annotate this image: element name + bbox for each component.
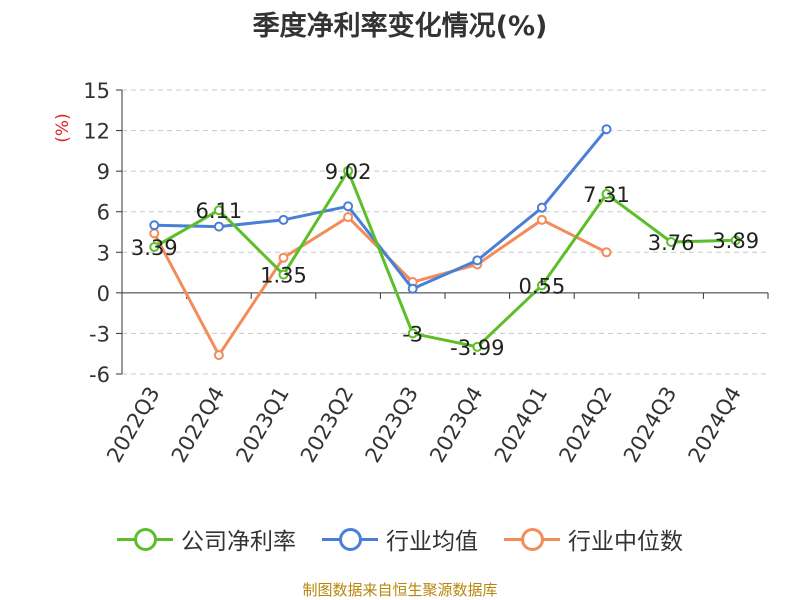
data-label: 0.55 [519,274,566,298]
series-lines [149,124,741,361]
y-tick-label: 9 [97,160,110,184]
x-tick-label: 2022Q4 [167,383,229,467]
data-label: -3 [402,322,423,346]
series-line [154,128,608,291]
data-point [278,252,289,263]
data-label: 6.11 [196,199,243,223]
data-label: 3.89 [712,229,759,253]
legend-swatch [117,525,173,553]
data-point [213,350,224,361]
data-point [213,205,224,216]
x-tick-label: 2024Q2 [554,383,616,467]
x-tick-label: 2024Q4 [684,383,746,467]
data-label: 3.39 [131,236,178,260]
chart-title: 季度净利率变化情况(%) [252,11,548,42]
data-point [343,212,354,223]
legend-item: 行业均值 [322,522,478,556]
legend-item: 行业中位数 [504,522,683,556]
data-point [601,124,612,135]
y-axis-label: (%) [53,113,73,142]
data-point [278,269,289,280]
data-label: 3.76 [648,231,695,255]
x-tick-label: 2024Q1 [490,383,552,467]
x-tick-label: 2024Q3 [619,383,681,467]
data-point [472,255,483,266]
data-point [472,341,483,352]
y-tick-label: 3 [97,241,110,265]
data-point [536,214,547,225]
data-point [601,188,612,199]
data-label: 1.35 [260,264,307,288]
data-point [666,237,677,248]
data-point [407,328,418,339]
x-tick-label: 2023Q4 [425,383,487,467]
legend-label: 行业中位数 [568,529,683,555]
legend-label: 行业均值 [386,529,478,555]
legend-label: 公司净利率 [181,529,296,555]
data-point [536,280,547,291]
source-note: 制图数据来自恒生聚源数据库 [302,581,498,599]
y-tick-label: 0 [97,282,110,306]
legend-swatch [322,525,378,553]
data-point [149,242,160,253]
legend-swatch [504,525,560,553]
data-label: -3.99 [450,336,504,360]
data-point [343,201,354,212]
data-point [149,220,160,231]
y-tick-label: 15 [83,79,110,103]
data-point [536,202,547,213]
data-point [213,221,224,232]
x-tick-label: 2022Q3 [102,383,164,467]
data-label: 9.02 [325,160,372,184]
series-line [153,169,736,349]
x-tick-label: 2023Q2 [296,383,358,467]
x-tick-label: 2023Q1 [231,383,293,467]
y-tick-label: 6 [97,201,110,225]
data-point [730,235,741,246]
data-point [343,165,354,176]
y-tick-label: -3 [89,322,110,346]
x-tick-label: 2023Q3 [361,383,423,467]
legend-item: 公司净利率 [117,522,296,556]
data-point [601,247,612,258]
data-labels: 3.39 6.11 1.35 9.02 -3 -3.99 0.55 7.31 3.76 3.89 [131,160,759,360]
data-point [407,283,418,294]
legend: 公司净利率 行业均值 行业中位数 [0,522,800,556]
y-tick-label: -6 [89,363,110,387]
data-label: 7.31 [583,183,630,207]
y-tick-label: 12 [83,120,110,144]
data-point [278,214,289,225]
